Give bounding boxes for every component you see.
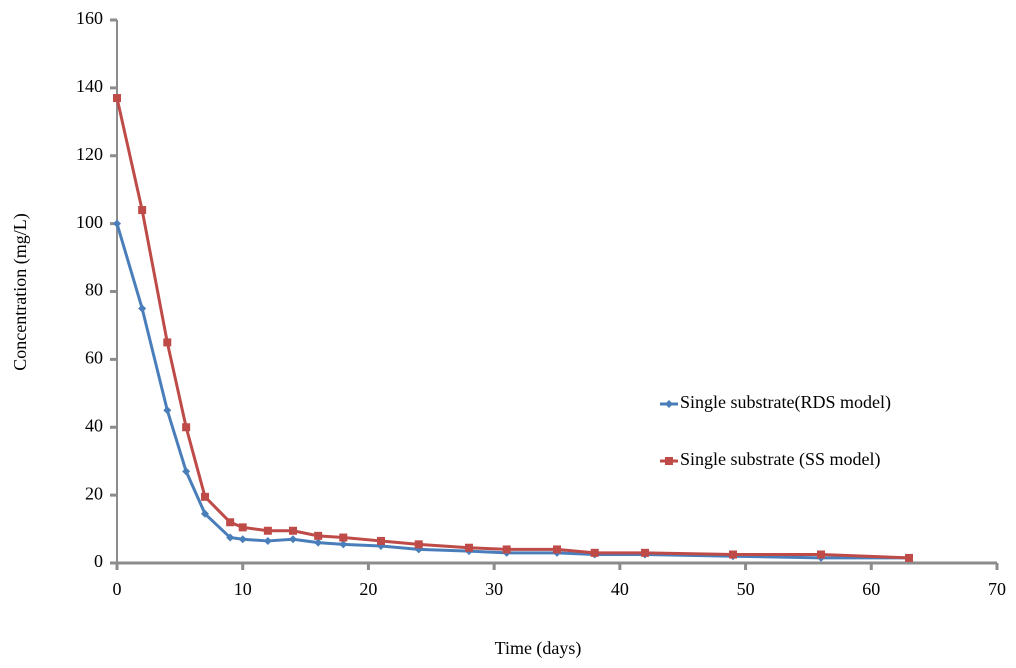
y-tick-label: 80	[85, 280, 103, 300]
data-point	[138, 206, 147, 215]
x-tick-label: 10	[234, 579, 252, 599]
legend-label: Single substrate(RDS model)	[680, 392, 891, 413]
data-point	[905, 553, 913, 562]
data-point	[377, 536, 385, 545]
data-point	[226, 533, 235, 542]
series-line	[115, 223, 909, 560]
data-point	[314, 538, 323, 547]
data-point	[729, 550, 737, 559]
y-tick-label: 60	[85, 348, 103, 368]
y-tick-label: 0	[94, 551, 103, 571]
data-point	[817, 550, 825, 559]
x-tick-label: 20	[359, 579, 377, 599]
y-tick-label: 20	[85, 483, 103, 503]
y-tick-label: 120	[76, 144, 103, 164]
data-point	[163, 406, 172, 415]
x-axis-label: Time (days)	[495, 638, 582, 659]
x-tick-label: 60	[862, 579, 880, 599]
x-tick-label: 30	[485, 579, 503, 599]
y-tick-label: 160	[76, 8, 103, 28]
x-tick-label: 50	[737, 579, 755, 599]
legend-label: Single substrate (SS model)	[680, 449, 881, 470]
data-point	[201, 509, 209, 518]
data-point	[339, 533, 348, 542]
data-point	[113, 219, 121, 228]
x-tick-label: 40	[611, 579, 629, 599]
data-point	[314, 531, 323, 540]
y-tick-label: 40	[85, 415, 103, 435]
data-point	[502, 545, 511, 554]
data-point	[238, 535, 247, 544]
data-point	[226, 518, 235, 527]
x-tick-label: 0	[113, 579, 122, 599]
data-point	[641, 548, 649, 557]
data-point	[238, 523, 247, 532]
legend-marker	[665, 457, 673, 465]
data-point	[201, 492, 209, 501]
y-axis-label: Concentration (mg/L)	[10, 213, 31, 370]
y-tick-label: 100	[76, 212, 103, 232]
series-line	[115, 97, 910, 560]
y-tick-label: 140	[76, 76, 103, 96]
data-point	[553, 545, 561, 554]
data-point	[182, 467, 191, 476]
x-tick-label: 70	[988, 579, 1006, 599]
legend-marker	[665, 400, 673, 408]
data-point	[590, 548, 599, 557]
data-point	[263, 526, 272, 535]
data-point	[414, 540, 423, 549]
data-point	[289, 526, 297, 535]
data-point	[465, 543, 473, 552]
data-point	[138, 304, 147, 313]
data-point	[113, 94, 121, 103]
data-point	[163, 338, 172, 347]
data-point	[182, 423, 191, 432]
data-point	[263, 536, 272, 545]
data-point	[289, 535, 297, 544]
data-point	[339, 540, 348, 549]
